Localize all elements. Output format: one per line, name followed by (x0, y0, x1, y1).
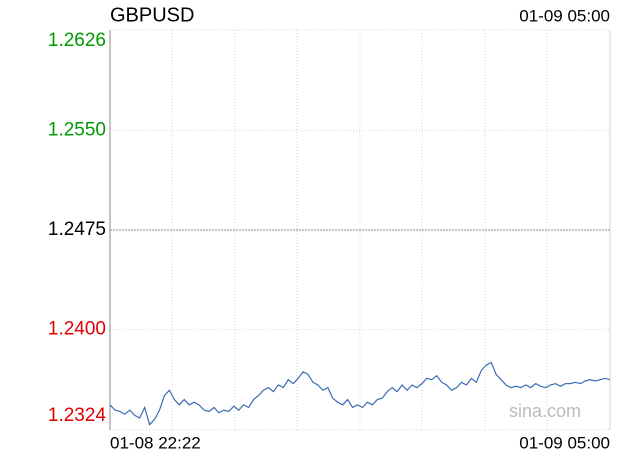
time-grid (171, 30, 548, 430)
y-tick-label: 1.2475 (48, 219, 106, 240)
x-tick-label: 01-09 05:00 (519, 433, 610, 452)
watermark: sina.com (509, 401, 581, 421)
y-tick-label: 1.2324 (48, 405, 107, 426)
y-tick-label: 1.2626 (48, 30, 106, 51)
y-tick-label: 1.2400 (48, 318, 106, 339)
time: 01-09 05:00 (519, 6, 610, 25)
y-tick-label: 1.2550 (48, 120, 106, 141)
chart-title: GBPUSD (110, 4, 194, 26)
price-line (109, 361, 611, 426)
x-tick-label: 01-08 22:22 (110, 433, 201, 452)
